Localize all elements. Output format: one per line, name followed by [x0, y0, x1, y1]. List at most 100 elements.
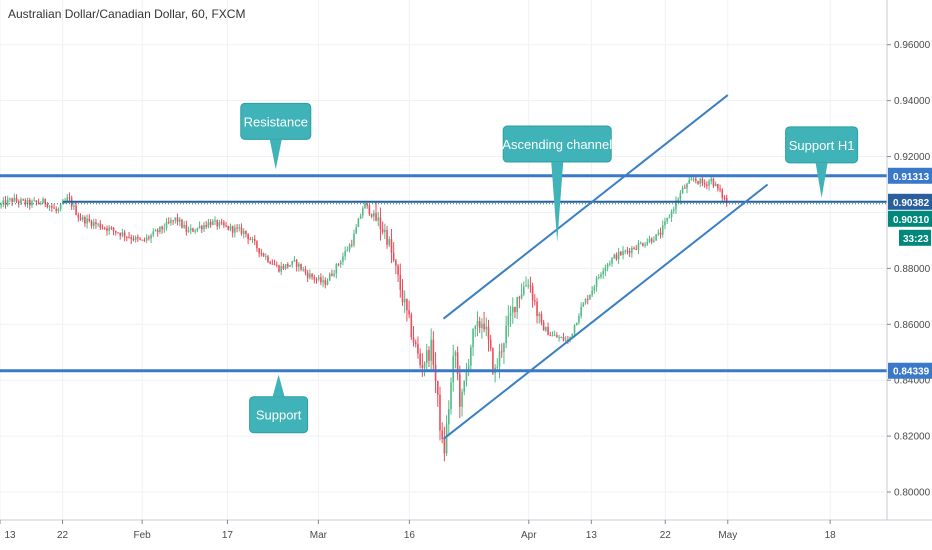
candle-body	[373, 212, 375, 217]
price-axis[interactable]: 0.96000 0.94000 0.92000 0.88000 0.86000 0.840…	[886, 0, 932, 550]
price-tick-label: 0.86000	[894, 320, 931, 331]
candle-body	[236, 227, 238, 229]
candle-body	[172, 220, 174, 222]
candle-body	[681, 187, 684, 194]
candle-body	[500, 351, 503, 353]
callout-resistance[interactable]: Resistance	[240, 102, 312, 170]
time-tick-label: 18	[825, 530, 837, 541]
candle-body	[198, 226, 201, 228]
candle-body	[639, 243, 642, 245]
candle-body	[112, 227, 115, 231]
candle-body	[633, 247, 635, 249]
candle-body	[381, 229, 384, 233]
candle-body	[152, 231, 155, 236]
candle-body	[306, 272, 309, 278]
candle-body	[386, 229, 388, 245]
candle-body	[675, 201, 677, 210]
ascending-channel-layer	[442, 94, 769, 440]
candle-body	[22, 199, 24, 201]
channel-lower-line[interactable]	[442, 183, 769, 440]
candle-body	[467, 365, 470, 371]
candle-body	[564, 339, 567, 341]
price-axis-background	[887, 0, 932, 550]
candle-body	[536, 301, 538, 316]
candle-body	[339, 261, 342, 265]
candle-body	[304, 269, 307, 273]
callout-support[interactable]: Support	[249, 374, 309, 434]
candle-body	[317, 277, 320, 280]
candle-body	[207, 222, 210, 227]
candle-body	[377, 217, 380, 221]
candle-body	[516, 297, 518, 313]
candle-body	[430, 339, 432, 361]
candle-body	[699, 178, 702, 184]
channel-upper-line[interactable]	[442, 94, 729, 320]
candle-body	[324, 280, 327, 285]
candle-body	[538, 313, 541, 316]
candle-body	[611, 258, 613, 264]
candle-body	[44, 198, 47, 204]
candle-body	[110, 227, 113, 229]
candle-body	[452, 355, 455, 383]
candle-body	[355, 227, 357, 234]
countdown-tag	[899, 229, 931, 246]
callout-label: Ascending channel	[502, 137, 612, 152]
candle-body	[262, 253, 265, 257]
candle-body	[59, 204, 62, 209]
candle-body	[518, 297, 521, 299]
candle-body	[366, 203, 369, 206]
candle-body	[123, 232, 126, 237]
candle-body	[15, 197, 18, 202]
candle-body	[710, 178, 713, 181]
candle-body	[487, 326, 490, 340]
candle-body	[176, 217, 179, 222]
candle-body	[522, 286, 525, 295]
candle-body	[525, 285, 527, 287]
callout-label: Resistance	[244, 114, 308, 129]
candle-body	[425, 350, 428, 363]
candle-body	[534, 300, 536, 302]
price-tick-label: 0.96000	[894, 40, 931, 51]
candle-body	[267, 256, 269, 262]
candle-body	[622, 250, 624, 256]
candle-body	[167, 221, 170, 223]
time-axis-background	[0, 520, 932, 550]
callout-support-h1[interactable]: Support H1	[785, 126, 859, 198]
candle-body	[483, 323, 485, 330]
candle-body	[602, 271, 604, 275]
candle-body	[712, 178, 715, 187]
candle-body	[353, 233, 355, 245]
price-tag-support-h1	[888, 193, 932, 210]
price-tag-support-label: 0.84339	[893, 367, 930, 378]
candle-body	[108, 227, 110, 231]
candle-body	[631, 247, 633, 253]
candle-body	[128, 236, 130, 238]
candle-body	[300, 263, 302, 270]
candle-body	[668, 217, 671, 219]
candle-body	[134, 236, 137, 240]
time-axis[interactable]: 13 22 Feb 17 Mar 16 Apr 13 22 May 18	[0, 519, 932, 550]
candle-body	[178, 219, 181, 222]
candle-body	[0, 203, 2, 206]
candle-body	[397, 265, 399, 275]
candle-body	[540, 313, 543, 323]
candle-body	[395, 260, 397, 266]
candle-body	[251, 238, 254, 240]
candle-body	[77, 214, 80, 218]
candle-body	[57, 208, 60, 211]
candle-body	[331, 273, 333, 276]
candle-body	[289, 265, 291, 267]
candle-body	[703, 183, 706, 185]
candle-body	[238, 227, 241, 229]
candle-body	[591, 290, 593, 295]
candle-body	[653, 240, 655, 242]
candle-body	[273, 264, 276, 266]
candle-body	[212, 221, 214, 226]
annotation-callouts-layer: Resistance Ascending channel Support H1 Sup…	[240, 102, 859, 434]
callout-ascending-channel[interactable]: Ascending channel	[502, 125, 612, 243]
candle-body	[410, 314, 413, 338]
candle-body	[154, 230, 157, 232]
candle-body	[562, 337, 565, 341]
candle-body	[185, 225, 188, 232]
